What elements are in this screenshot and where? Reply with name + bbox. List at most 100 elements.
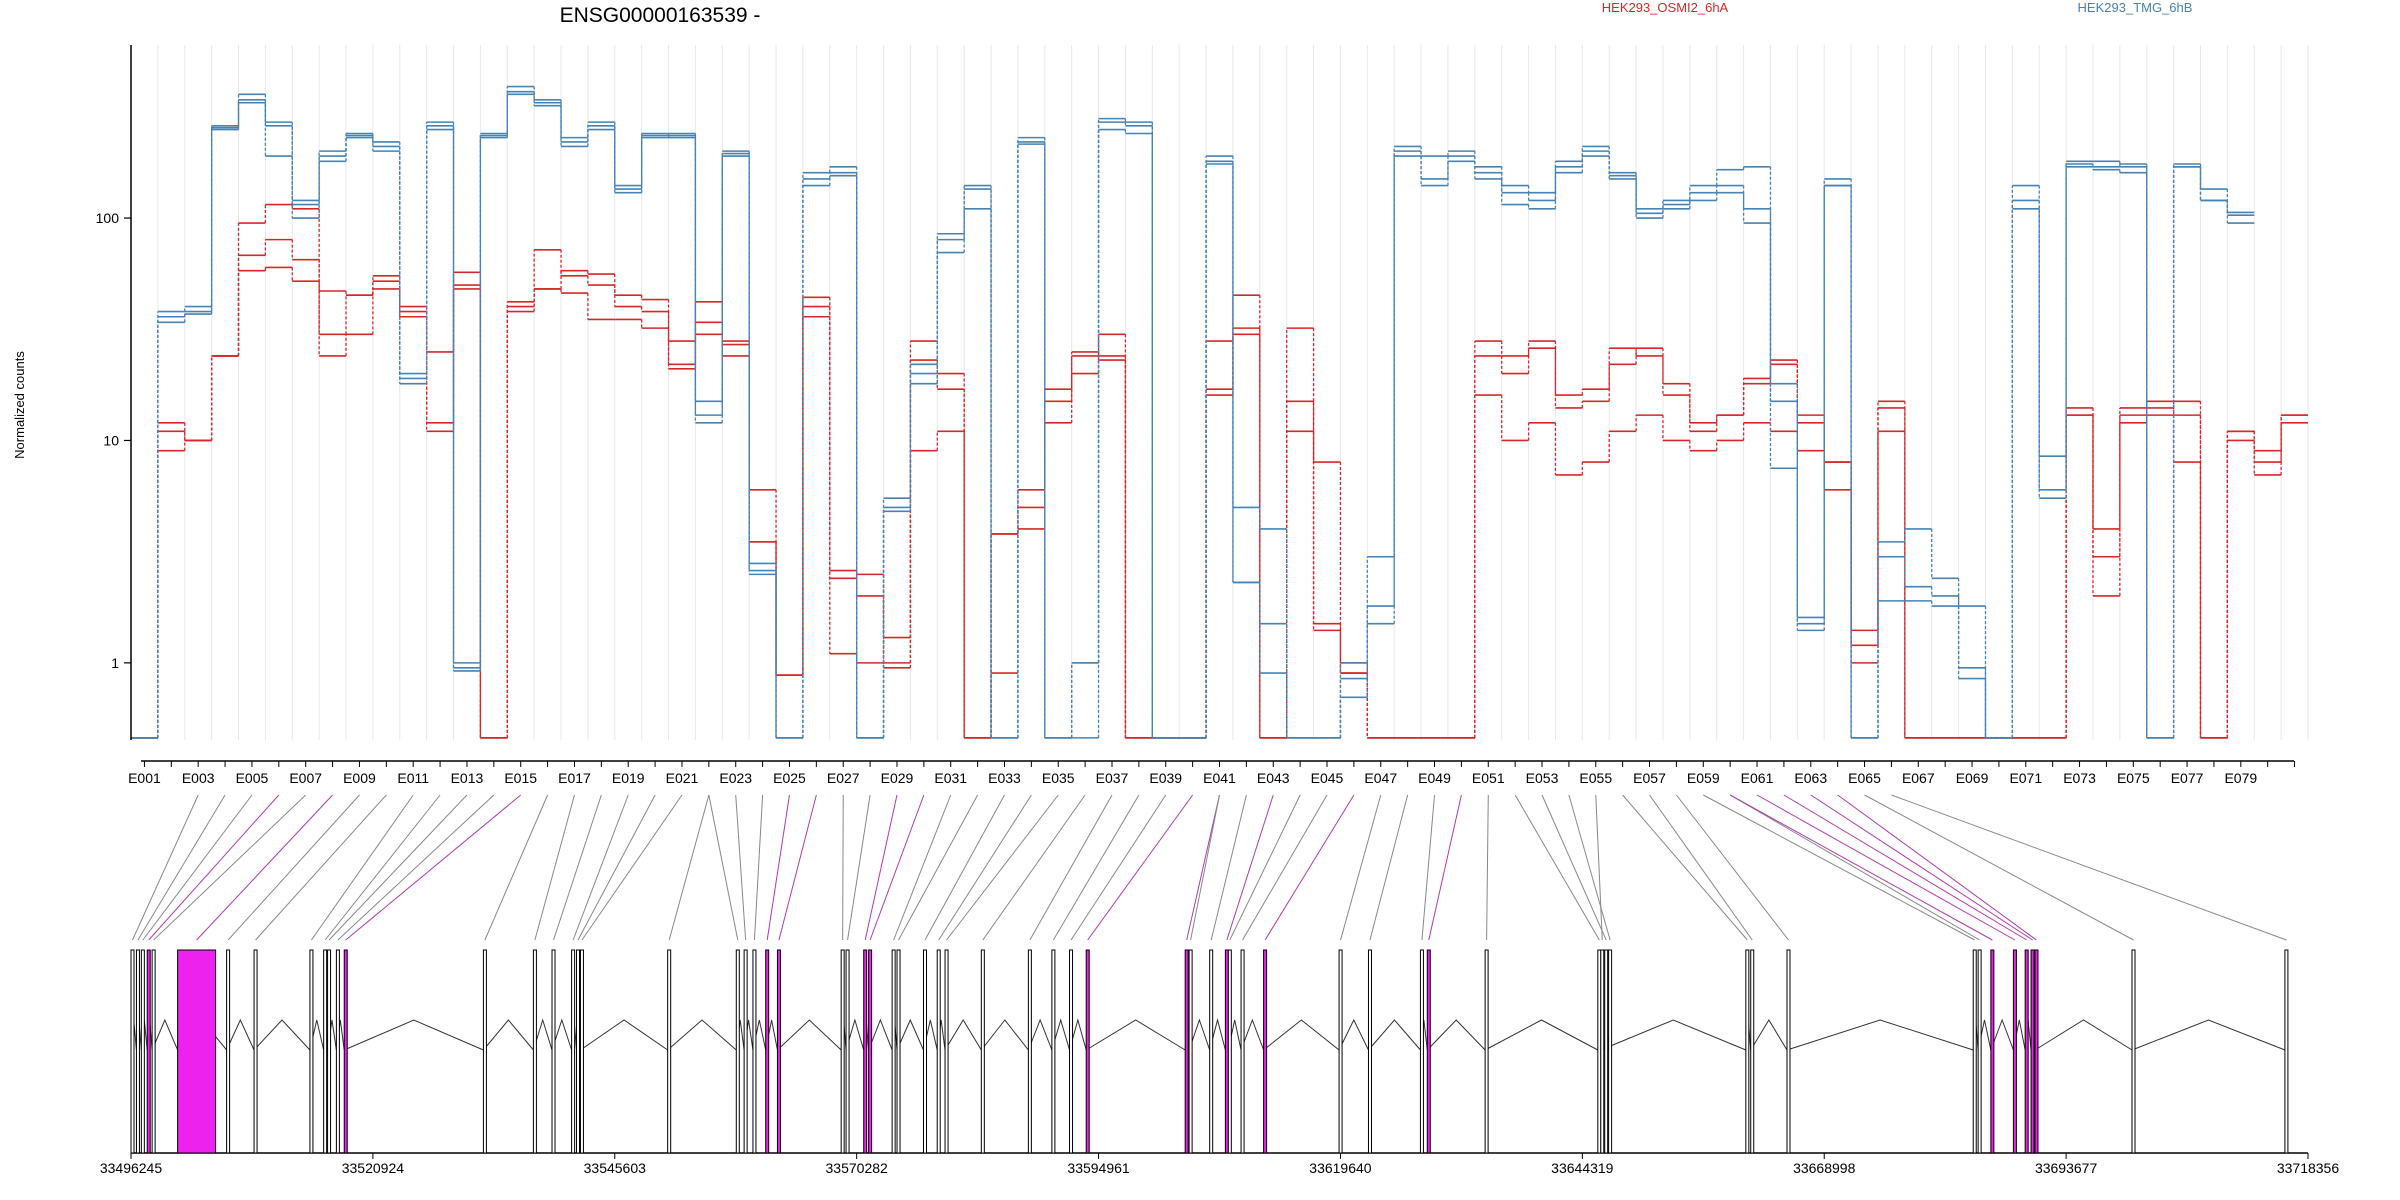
exon-tick-label: E019 (612, 770, 645, 786)
exon-box (840, 949, 845, 1154)
exon-box (1069, 949, 1074, 1154)
series-tmg-5 (131, 93, 2255, 739)
exon-box (1184, 949, 1189, 1154)
exon-connector (572, 794, 629, 941)
exon-box (146, 949, 151, 1154)
exon-tick-label: E071 (2009, 770, 2042, 786)
exon-tick-label: E065 (1848, 770, 1881, 786)
exon-connector (1541, 794, 1607, 941)
exon-tick-label: E029 (881, 770, 914, 786)
exon-box (1750, 949, 1755, 1154)
exon-connector (1087, 794, 1194, 941)
exon-connector (581, 794, 683, 941)
y-tick-label: 10 (103, 432, 119, 448)
exon-tick-label: E009 (343, 770, 376, 786)
exon-connector (893, 794, 952, 941)
genomic-tick-label: 33668998 (1793, 1160, 1856, 1176)
exon-connector (1190, 794, 1220, 941)
exon-box (1786, 949, 1791, 1154)
exon-tick-label: E075 (2117, 770, 2150, 786)
y-tick-label: 100 (96, 210, 120, 226)
genomic-tick-label: 33619640 (1309, 1160, 1372, 1176)
exon-box (551, 949, 556, 1154)
exon-tick-label: E017 (558, 770, 591, 786)
intron (2131, 1019, 2286, 1051)
exon-tick-label: E035 (1042, 770, 1075, 786)
genomic-tick-label: 33520924 (342, 1160, 405, 1176)
y-tick-label: 1 (111, 655, 119, 671)
exon-box (1227, 949, 1232, 1154)
intron (667, 1019, 737, 1051)
exon-connector (1676, 794, 1789, 941)
exon-connector (227, 794, 360, 941)
exon-tick-label: E005 (236, 770, 269, 786)
exon-connector (337, 794, 495, 941)
exon-box (482, 949, 487, 1154)
exon-connector (148, 794, 280, 941)
exon-connector (1428, 794, 1462, 941)
exon-box (177, 949, 217, 1154)
exon-connector (1729, 794, 1993, 941)
exon-connector (1649, 794, 1753, 941)
exon-box (1338, 949, 1343, 1154)
intron (1786, 1019, 1974, 1051)
exon-box (667, 949, 672, 1154)
exon-tick-label: E001 (128, 770, 161, 786)
exon-tick-label: E033 (988, 770, 1021, 786)
exon-box (2284, 949, 2289, 1154)
exon-tick-label: E061 (1741, 770, 1774, 786)
exon-box (130, 949, 135, 1154)
exon-connector (345, 794, 522, 941)
exon-connector (766, 794, 790, 941)
intron (896, 1018, 924, 1051)
exon-connector (924, 794, 1005, 941)
genomic-axis: 33496245 33520924 33545603 33570282 33594961… (100, 1153, 2339, 1176)
intron (1240, 1018, 1265, 1051)
exon-box (151, 949, 156, 1154)
exon-connector (1729, 794, 1980, 941)
intron (1426, 1019, 1486, 1051)
exon-tick-label: E027 (827, 770, 860, 786)
exon-box (532, 949, 537, 1154)
exon-box (868, 949, 873, 1154)
exon-tick-label: E043 (1257, 770, 1290, 786)
exon-connector (196, 794, 333, 941)
intron (1263, 1019, 1340, 1051)
exon-connector (1052, 794, 1140, 941)
intron (1484, 1019, 1599, 1051)
intron (1027, 1018, 1053, 1051)
exon-box (1188, 949, 1193, 1154)
exon-box (579, 949, 584, 1154)
series-lines (131, 85, 2308, 739)
legend-entry-tmg: HEK293_TMG_6hB (2078, 0, 2193, 15)
exon-box (327, 949, 332, 1154)
exon-tick-label: E047 (1364, 770, 1397, 786)
exon-box (765, 949, 770, 1154)
vertical-grid (130, 45, 2309, 740)
exon-connector (668, 794, 710, 941)
exon-tick-label: E003 (182, 770, 215, 786)
exon-box (1263, 949, 1268, 1154)
intron (226, 1018, 255, 1051)
exon-tick-label: E057 (1633, 770, 1666, 786)
series-tmg-3 (131, 90, 2255, 739)
exon-connector (982, 794, 1086, 941)
intron (580, 1019, 668, 1051)
exon-connector (778, 794, 817, 941)
chart-title: ENSG00000163539 - (560, 4, 761, 27)
exon-box (1051, 949, 1056, 1154)
intron (2034, 1019, 2133, 1051)
exon-box (1604, 949, 1609, 1154)
exon-box (226, 949, 231, 1154)
exon-box (2030, 949, 2035, 1154)
intron (1990, 1018, 2014, 1051)
exon-tick-label: E073 (2063, 770, 2096, 786)
exon-connector (1864, 794, 2134, 941)
exon-tick-label: E063 (1794, 770, 1827, 786)
exon-box (1426, 949, 1431, 1154)
exon-connector (1514, 794, 1600, 941)
exon-connector (1340, 794, 1382, 941)
y-axis: 1 10 100 (96, 45, 132, 740)
exon-box (140, 949, 145, 1154)
exon-connector (1756, 794, 2016, 941)
